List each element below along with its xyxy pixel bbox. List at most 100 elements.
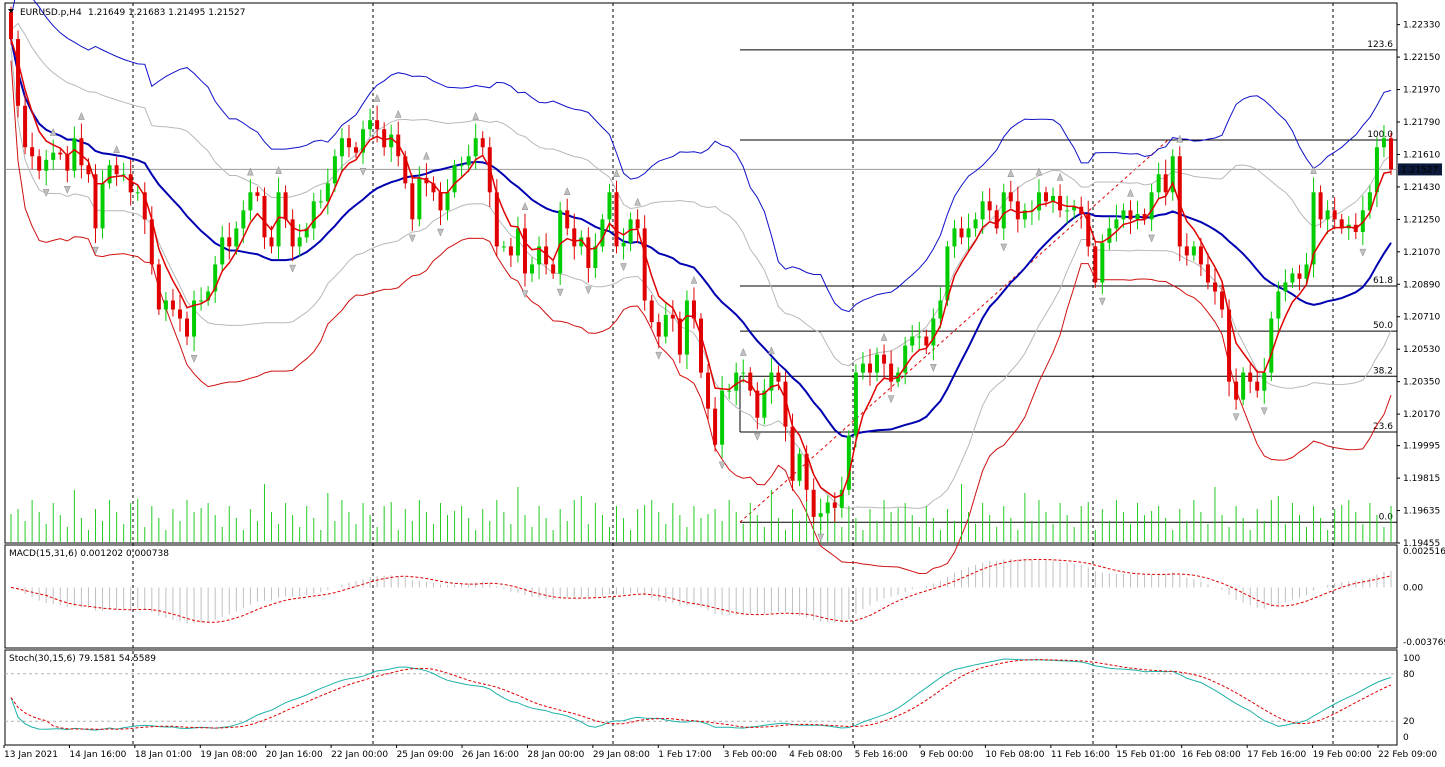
price-tick-label: 1.20530: [1403, 345, 1440, 355]
candle-body: [199, 300, 204, 302]
candle-body: [1269, 318, 1274, 373]
candle-body: [192, 300, 197, 337]
candle-body: [1290, 273, 1295, 283]
candle-body: [1135, 213, 1140, 220]
fractal-up-arrow: [275, 165, 282, 174]
fractal-down-arrow: [92, 246, 99, 255]
candle-body: [1241, 372, 1246, 400]
candle-body: [860, 363, 865, 373]
fractal-up-arrow: [373, 93, 381, 102]
candle-body: [1100, 242, 1105, 283]
candle-body: [1156, 174, 1161, 193]
price-tick-label: 1.21430: [1403, 183, 1440, 193]
candle-body: [846, 435, 851, 490]
time-tick-label: 19 Feb 00:00: [1313, 750, 1372, 760]
candle-body: [114, 165, 119, 175]
price-tick-label: 1.20710: [1403, 313, 1440, 323]
candle-body: [628, 219, 633, 243]
price-tick-label: 1.21790: [1403, 118, 1440, 128]
stoch-tick-label: 20: [1403, 717, 1415, 727]
candle-body: [382, 129, 387, 148]
candle-body: [459, 165, 464, 167]
candle-body: [16, 39, 21, 106]
time-tick-label: 11 Feb 16:00: [1051, 750, 1110, 760]
candle-body: [51, 152, 56, 160]
candle-body: [924, 336, 929, 346]
fractal-up-arrow: [690, 275, 698, 284]
candle-body: [255, 192, 260, 196]
candle-body: [72, 138, 77, 171]
candle-body: [917, 336, 922, 338]
fractal-down-arrow: [190, 354, 198, 363]
fractal-down-arrow: [655, 351, 663, 360]
fib-level-label: 100.0: [1367, 130, 1393, 140]
time-tick-label: 10 Feb 08:00: [985, 750, 1044, 760]
candle-body: [311, 201, 316, 229]
candle-body: [269, 237, 274, 247]
time-tick-label: 5 Feb 16:00: [855, 750, 909, 760]
candle-body: [875, 354, 880, 373]
fractal-down-arrow: [359, 167, 367, 176]
candle-body: [501, 246, 506, 248]
candle-body: [959, 228, 964, 238]
candle-body: [1163, 174, 1168, 193]
fractal-down-arrow: [1359, 248, 1367, 257]
candle-body: [867, 363, 872, 373]
candle-body: [346, 138, 351, 148]
candle-body: [980, 201, 985, 220]
candle-body: [522, 228, 527, 274]
current-price-label: 1.21527: [1401, 165, 1438, 175]
fractal-down-arrow: [42, 189, 50, 197]
candle-body: [825, 502, 830, 514]
fractal-up-arrow: [113, 145, 120, 154]
candle-body: [677, 318, 682, 355]
candle-body: [600, 219, 605, 247]
time-tick-label: 17 Feb 16:00: [1247, 750, 1306, 760]
macd-tick-label: -0.003769: [1403, 638, 1445, 648]
candle-body: [966, 228, 971, 238]
candle-body: [1212, 282, 1217, 292]
candle-body: [537, 246, 542, 265]
candle-body: [642, 228, 647, 301]
candle-body: [1051, 195, 1056, 202]
candle-body: [593, 246, 598, 269]
candle-body: [276, 192, 281, 247]
candle-body: [741, 372, 746, 374]
candle-body: [86, 165, 91, 175]
candle-body: [304, 228, 309, 238]
ohlc-header: 1.21649 1.21683 1.21495 1.21527: [88, 8, 245, 18]
candle-body: [1381, 138, 1386, 148]
candle-body: [1114, 219, 1119, 229]
candle-body: [832, 502, 837, 508]
stoch-tick-label: 80: [1403, 670, 1415, 680]
candle-body: [889, 363, 894, 382]
fractal-down-arrow: [620, 263, 627, 272]
fib-level-label: 23.6: [1373, 422, 1393, 432]
candle-body: [1184, 246, 1189, 256]
candle-body: [494, 192, 499, 247]
price-tick-label: 1.19455: [1403, 539, 1440, 549]
candle-body: [755, 390, 760, 418]
candle-body: [508, 246, 513, 256]
candle-body: [621, 242, 626, 247]
time-tick-label: 15 Feb 01:00: [1116, 750, 1175, 760]
candle-body: [797, 453, 802, 481]
candle-body: [1022, 210, 1027, 220]
candle-body: [1205, 264, 1210, 283]
time-tick-label: 22 Jan 00:00: [331, 750, 388, 760]
fractal-down-arrow: [1148, 234, 1155, 243]
time-tick-label: 4 Feb 08:00: [789, 750, 843, 760]
envelope-lower: [10, 60, 1392, 575]
time-tick-label: 19 Jan 08:00: [200, 750, 257, 760]
price-tick-label: 1.22150: [1403, 53, 1440, 63]
candle-body: [93, 174, 98, 229]
candle-body: [149, 219, 154, 265]
candle-body: [297, 237, 302, 247]
candle-body: [1072, 206, 1077, 211]
price-tick-label: 1.20170: [1403, 410, 1440, 420]
fractal-down-arrow: [1260, 407, 1268, 416]
stoch-tick-label: 0: [1403, 733, 1409, 743]
fractal-down-arrow: [929, 364, 937, 372]
candle-body: [804, 453, 809, 490]
candle-body: [649, 300, 654, 323]
